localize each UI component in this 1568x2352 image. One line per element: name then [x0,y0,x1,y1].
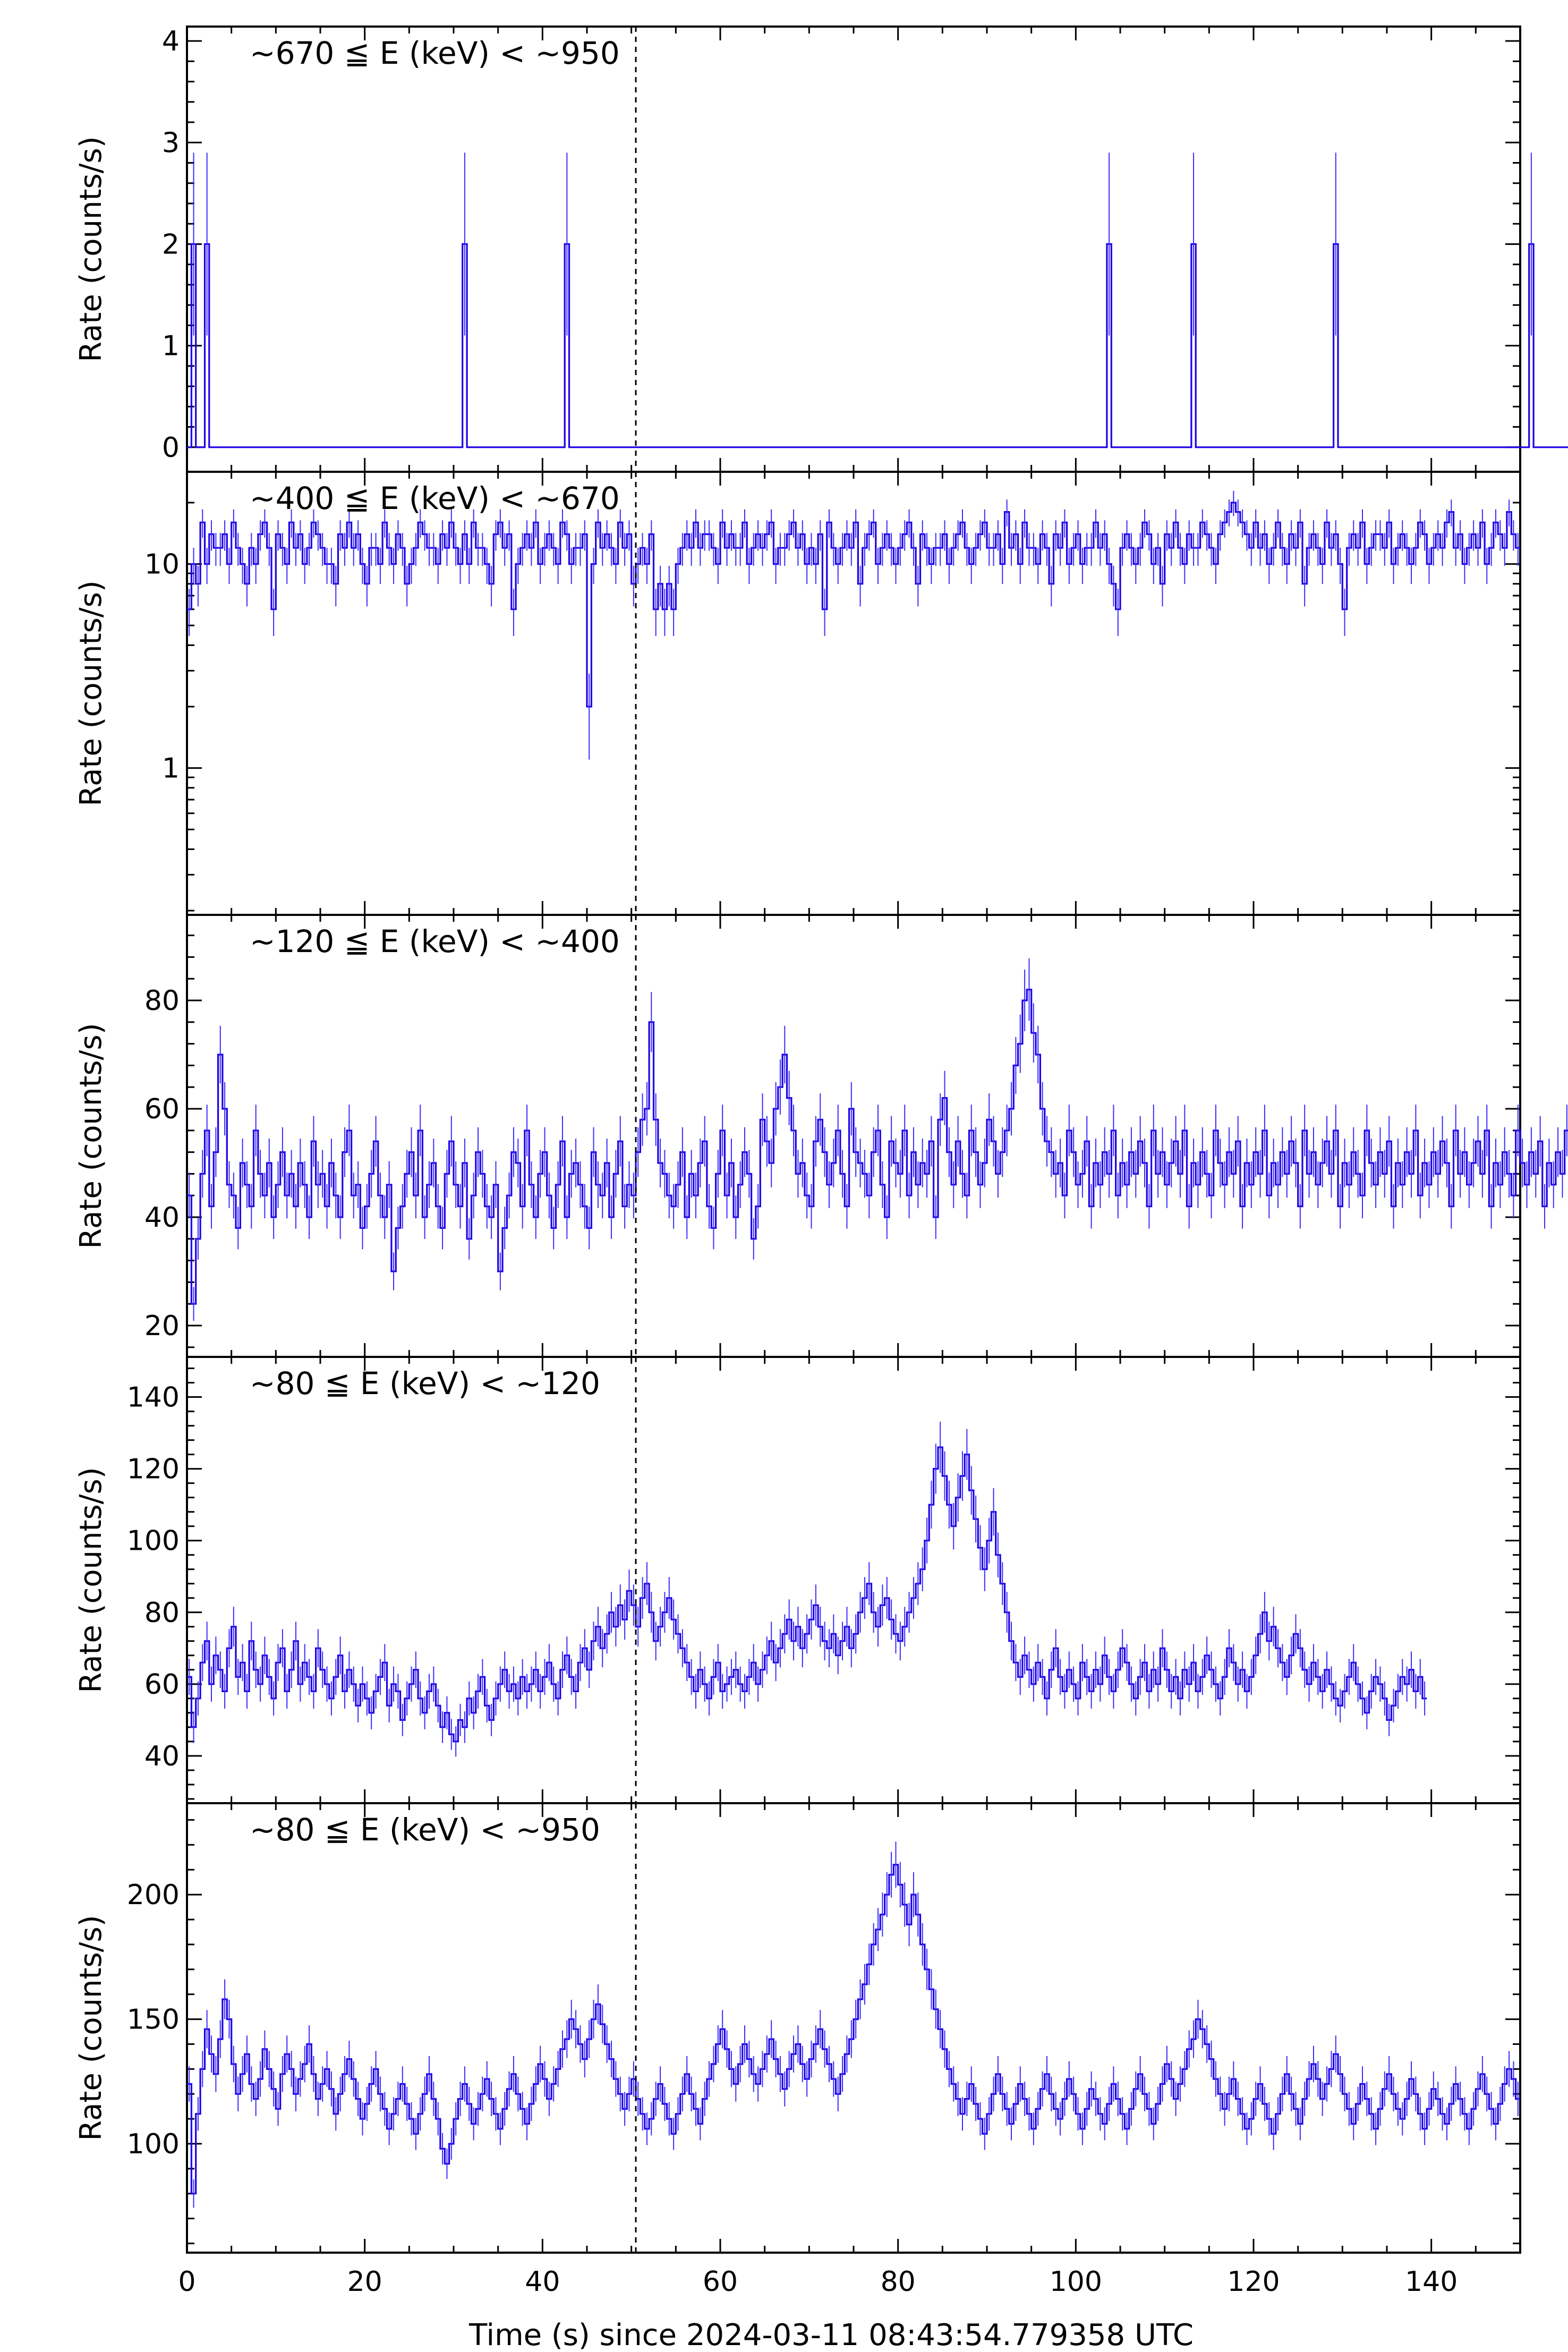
y-tick-label: 40 [144,1740,180,1772]
panel-energy-label: ~670 ≦ E (keV) < ~950 [250,35,620,71]
y-tick-label: 120 [127,1454,180,1485]
y-tick-label: 150 [127,2004,180,2036]
y-axis-title: Rate (counts/s) [74,136,108,362]
error-bars [189,1421,1426,1757]
y-axis-title: Rate (counts/s) [74,580,108,806]
x-tick-label: 140 [1405,2266,1458,2298]
x-tick-label: 60 [703,2266,738,2298]
light-curve-series [187,1864,1520,2195]
panel-5: 100 150 200 Rate (counts/s) ~80 ≦ E (keV) < … [74,1802,1521,2254]
x-tick-label: 40 [525,2266,560,2298]
y-tick-label: 80 [144,985,180,1017]
y-tick-label: 2 [162,228,180,260]
panel-4: 40 60 80 100 120 140 Rate (counts/s) ~80 ≦ E (k… [74,1356,1521,1804]
x-axis: Time (s) since 2024-03-11 08:43:54.77935… [178,2266,1458,2352]
y-axis-title: Rate (counts/s) [74,1915,108,2141]
y-tick-label: 1 [162,753,180,785]
error-bars [189,490,1519,760]
y-tick-label: 3 [162,127,180,159]
y-tick-label: 100 [127,1525,180,1557]
y-tick-label: 80 [144,1597,180,1629]
light-curve-series [187,502,1520,708]
x-tick-label: 20 [347,2266,382,2298]
panel-1: 0 1 2 3 4 Rate (counts/s) ~670 ≦ E (keV) < ~95… [74,26,1568,473]
panel-energy-label: ~120 ≦ E (keV) < ~400 [250,923,620,960]
y-tick-label: 4 [162,26,180,57]
panel-frame [186,1356,1521,1804]
light-curve-series [187,243,1568,448]
x-tick-label: 100 [1050,2266,1102,2298]
y-tick-label: 200 [127,1879,180,1911]
y-tick-label: 60 [144,1093,180,1125]
error-bars [189,1841,1519,2208]
x-axis-title: Time (s) since 2024-03-11 08:43:54.77935… [468,2318,1194,2352]
light-curve-series [187,989,1568,1305]
y-tick-label: 100 [127,2128,180,2160]
y-tick-label: 20 [144,1310,180,1342]
y-tick-label: 0 [162,432,180,464]
panel-energy-label: ~80 ≦ E (keV) < ~120 [250,1365,600,1402]
x-tick-label: 80 [881,2266,916,2298]
y-tick-label: 140 [127,1382,180,1414]
y-tick-label: 60 [144,1669,180,1701]
panel-energy-label: ~80 ≦ E (keV) < ~950 [250,1812,600,1848]
y-axis-title: Rate (counts/s) [74,1467,108,1693]
panel-2: 1 10 Rate (counts/s) ~400 ≦ E (keV) < ~670 [74,471,1521,916]
y-tick-label: 10 [144,549,180,581]
x-tick-label: 120 [1227,2266,1280,2298]
panels: 0 1 2 3 4 Rate (counts/s) ~670 ≦ E (keV) < ~95… [74,26,1568,2254]
panel-frame [186,26,1521,473]
x-tick-label: 0 [178,2266,195,2298]
y-axis-title: Rate (counts/s) [74,1023,108,1249]
light-curve-series [187,1446,1427,1743]
panel-3: 20 40 60 80 Rate (counts/s) ~120 ≦ E (keV) < … [74,914,1568,1358]
error-bars [193,152,1532,336]
y-tick-label: 1 [162,330,180,362]
error-bars [189,958,1567,1321]
panel-energy-label: ~400 ≦ E (keV) < ~670 [250,480,620,516]
y-tick-label: 40 [144,1202,180,1234]
